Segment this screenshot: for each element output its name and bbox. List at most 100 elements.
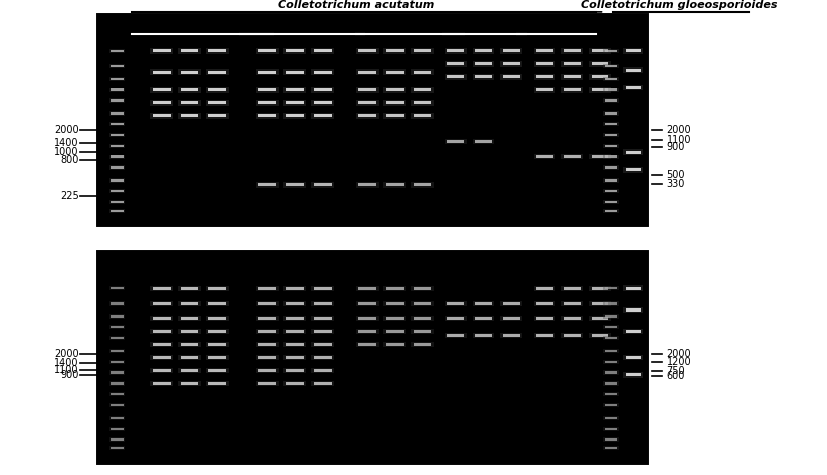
FancyBboxPatch shape <box>283 286 306 291</box>
FancyBboxPatch shape <box>533 154 555 159</box>
FancyBboxPatch shape <box>178 329 201 334</box>
FancyBboxPatch shape <box>283 301 306 306</box>
FancyBboxPatch shape <box>258 382 275 385</box>
FancyBboxPatch shape <box>536 62 552 66</box>
FancyBboxPatch shape <box>111 123 123 125</box>
FancyBboxPatch shape <box>603 370 619 375</box>
FancyBboxPatch shape <box>383 48 406 54</box>
FancyBboxPatch shape <box>150 342 173 347</box>
FancyBboxPatch shape <box>603 189 619 193</box>
FancyBboxPatch shape <box>383 100 406 105</box>
FancyBboxPatch shape <box>561 316 582 321</box>
FancyBboxPatch shape <box>180 49 198 52</box>
FancyBboxPatch shape <box>109 200 125 204</box>
FancyBboxPatch shape <box>591 155 608 158</box>
Text: Pepper (A2-2): Pepper (A2-2) <box>162 18 243 28</box>
FancyBboxPatch shape <box>603 336 619 340</box>
FancyBboxPatch shape <box>355 286 378 291</box>
FancyBboxPatch shape <box>589 87 610 93</box>
FancyBboxPatch shape <box>536 155 552 158</box>
FancyBboxPatch shape <box>472 74 494 80</box>
FancyBboxPatch shape <box>561 301 582 306</box>
FancyBboxPatch shape <box>625 308 640 312</box>
FancyBboxPatch shape <box>603 349 619 353</box>
FancyBboxPatch shape <box>150 355 173 360</box>
FancyBboxPatch shape <box>500 333 522 338</box>
FancyBboxPatch shape <box>111 393 123 395</box>
FancyBboxPatch shape <box>475 334 491 337</box>
FancyBboxPatch shape <box>153 114 170 117</box>
FancyBboxPatch shape <box>111 99 123 102</box>
FancyBboxPatch shape <box>111 78 123 80</box>
Text: J: J <box>643 18 646 28</box>
FancyBboxPatch shape <box>313 114 331 117</box>
FancyBboxPatch shape <box>178 316 201 321</box>
FancyBboxPatch shape <box>414 49 431 52</box>
FancyBboxPatch shape <box>591 75 608 78</box>
FancyBboxPatch shape <box>150 48 173 54</box>
FancyBboxPatch shape <box>258 49 275 52</box>
FancyBboxPatch shape <box>153 101 170 104</box>
FancyBboxPatch shape <box>285 343 304 346</box>
FancyBboxPatch shape <box>311 48 334 54</box>
FancyBboxPatch shape <box>603 111 619 115</box>
FancyBboxPatch shape <box>109 301 125 305</box>
FancyBboxPatch shape <box>258 343 275 346</box>
Text: Colletotrichum gloeosporioides: Colletotrichum gloeosporioides <box>580 0 777 10</box>
FancyBboxPatch shape <box>150 329 173 334</box>
FancyBboxPatch shape <box>536 49 552 52</box>
FancyBboxPatch shape <box>283 329 306 334</box>
FancyBboxPatch shape <box>283 381 306 386</box>
FancyBboxPatch shape <box>355 69 378 76</box>
FancyBboxPatch shape <box>410 316 433 321</box>
FancyBboxPatch shape <box>153 49 170 52</box>
FancyBboxPatch shape <box>472 333 494 338</box>
FancyBboxPatch shape <box>623 307 643 313</box>
FancyBboxPatch shape <box>536 287 552 290</box>
FancyBboxPatch shape <box>285 369 304 372</box>
FancyBboxPatch shape <box>109 98 125 103</box>
FancyBboxPatch shape <box>603 64 619 68</box>
FancyBboxPatch shape <box>150 368 173 373</box>
FancyBboxPatch shape <box>180 302 198 304</box>
FancyBboxPatch shape <box>447 140 464 143</box>
FancyBboxPatch shape <box>256 113 279 119</box>
FancyBboxPatch shape <box>410 113 433 119</box>
FancyBboxPatch shape <box>603 209 619 213</box>
FancyBboxPatch shape <box>623 285 643 291</box>
FancyBboxPatch shape <box>355 329 378 334</box>
FancyBboxPatch shape <box>591 334 608 337</box>
FancyBboxPatch shape <box>533 87 555 93</box>
FancyBboxPatch shape <box>311 182 334 188</box>
Text: Pepper: Pepper <box>461 18 503 28</box>
FancyBboxPatch shape <box>605 302 616 304</box>
FancyBboxPatch shape <box>283 113 306 119</box>
FancyBboxPatch shape <box>208 382 226 385</box>
FancyBboxPatch shape <box>383 301 406 306</box>
Text: M: M <box>614 18 624 28</box>
Text: 1200: 1200 <box>666 357 691 367</box>
FancyBboxPatch shape <box>475 75 491 78</box>
FancyBboxPatch shape <box>311 329 334 334</box>
FancyBboxPatch shape <box>385 183 404 186</box>
FancyBboxPatch shape <box>283 368 306 373</box>
FancyBboxPatch shape <box>383 113 406 119</box>
FancyBboxPatch shape <box>256 301 279 306</box>
FancyBboxPatch shape <box>502 49 519 52</box>
FancyBboxPatch shape <box>625 68 640 72</box>
FancyBboxPatch shape <box>475 49 491 52</box>
FancyBboxPatch shape <box>205 342 228 347</box>
FancyBboxPatch shape <box>623 48 643 54</box>
FancyBboxPatch shape <box>109 446 125 450</box>
FancyBboxPatch shape <box>355 100 378 105</box>
FancyBboxPatch shape <box>109 165 125 170</box>
FancyBboxPatch shape <box>285 88 304 91</box>
FancyBboxPatch shape <box>178 301 201 306</box>
FancyBboxPatch shape <box>383 342 406 347</box>
FancyBboxPatch shape <box>472 301 494 306</box>
FancyBboxPatch shape <box>111 65 123 67</box>
FancyBboxPatch shape <box>311 342 334 347</box>
FancyBboxPatch shape <box>561 87 582 93</box>
FancyBboxPatch shape <box>447 317 464 320</box>
FancyBboxPatch shape <box>111 179 123 181</box>
